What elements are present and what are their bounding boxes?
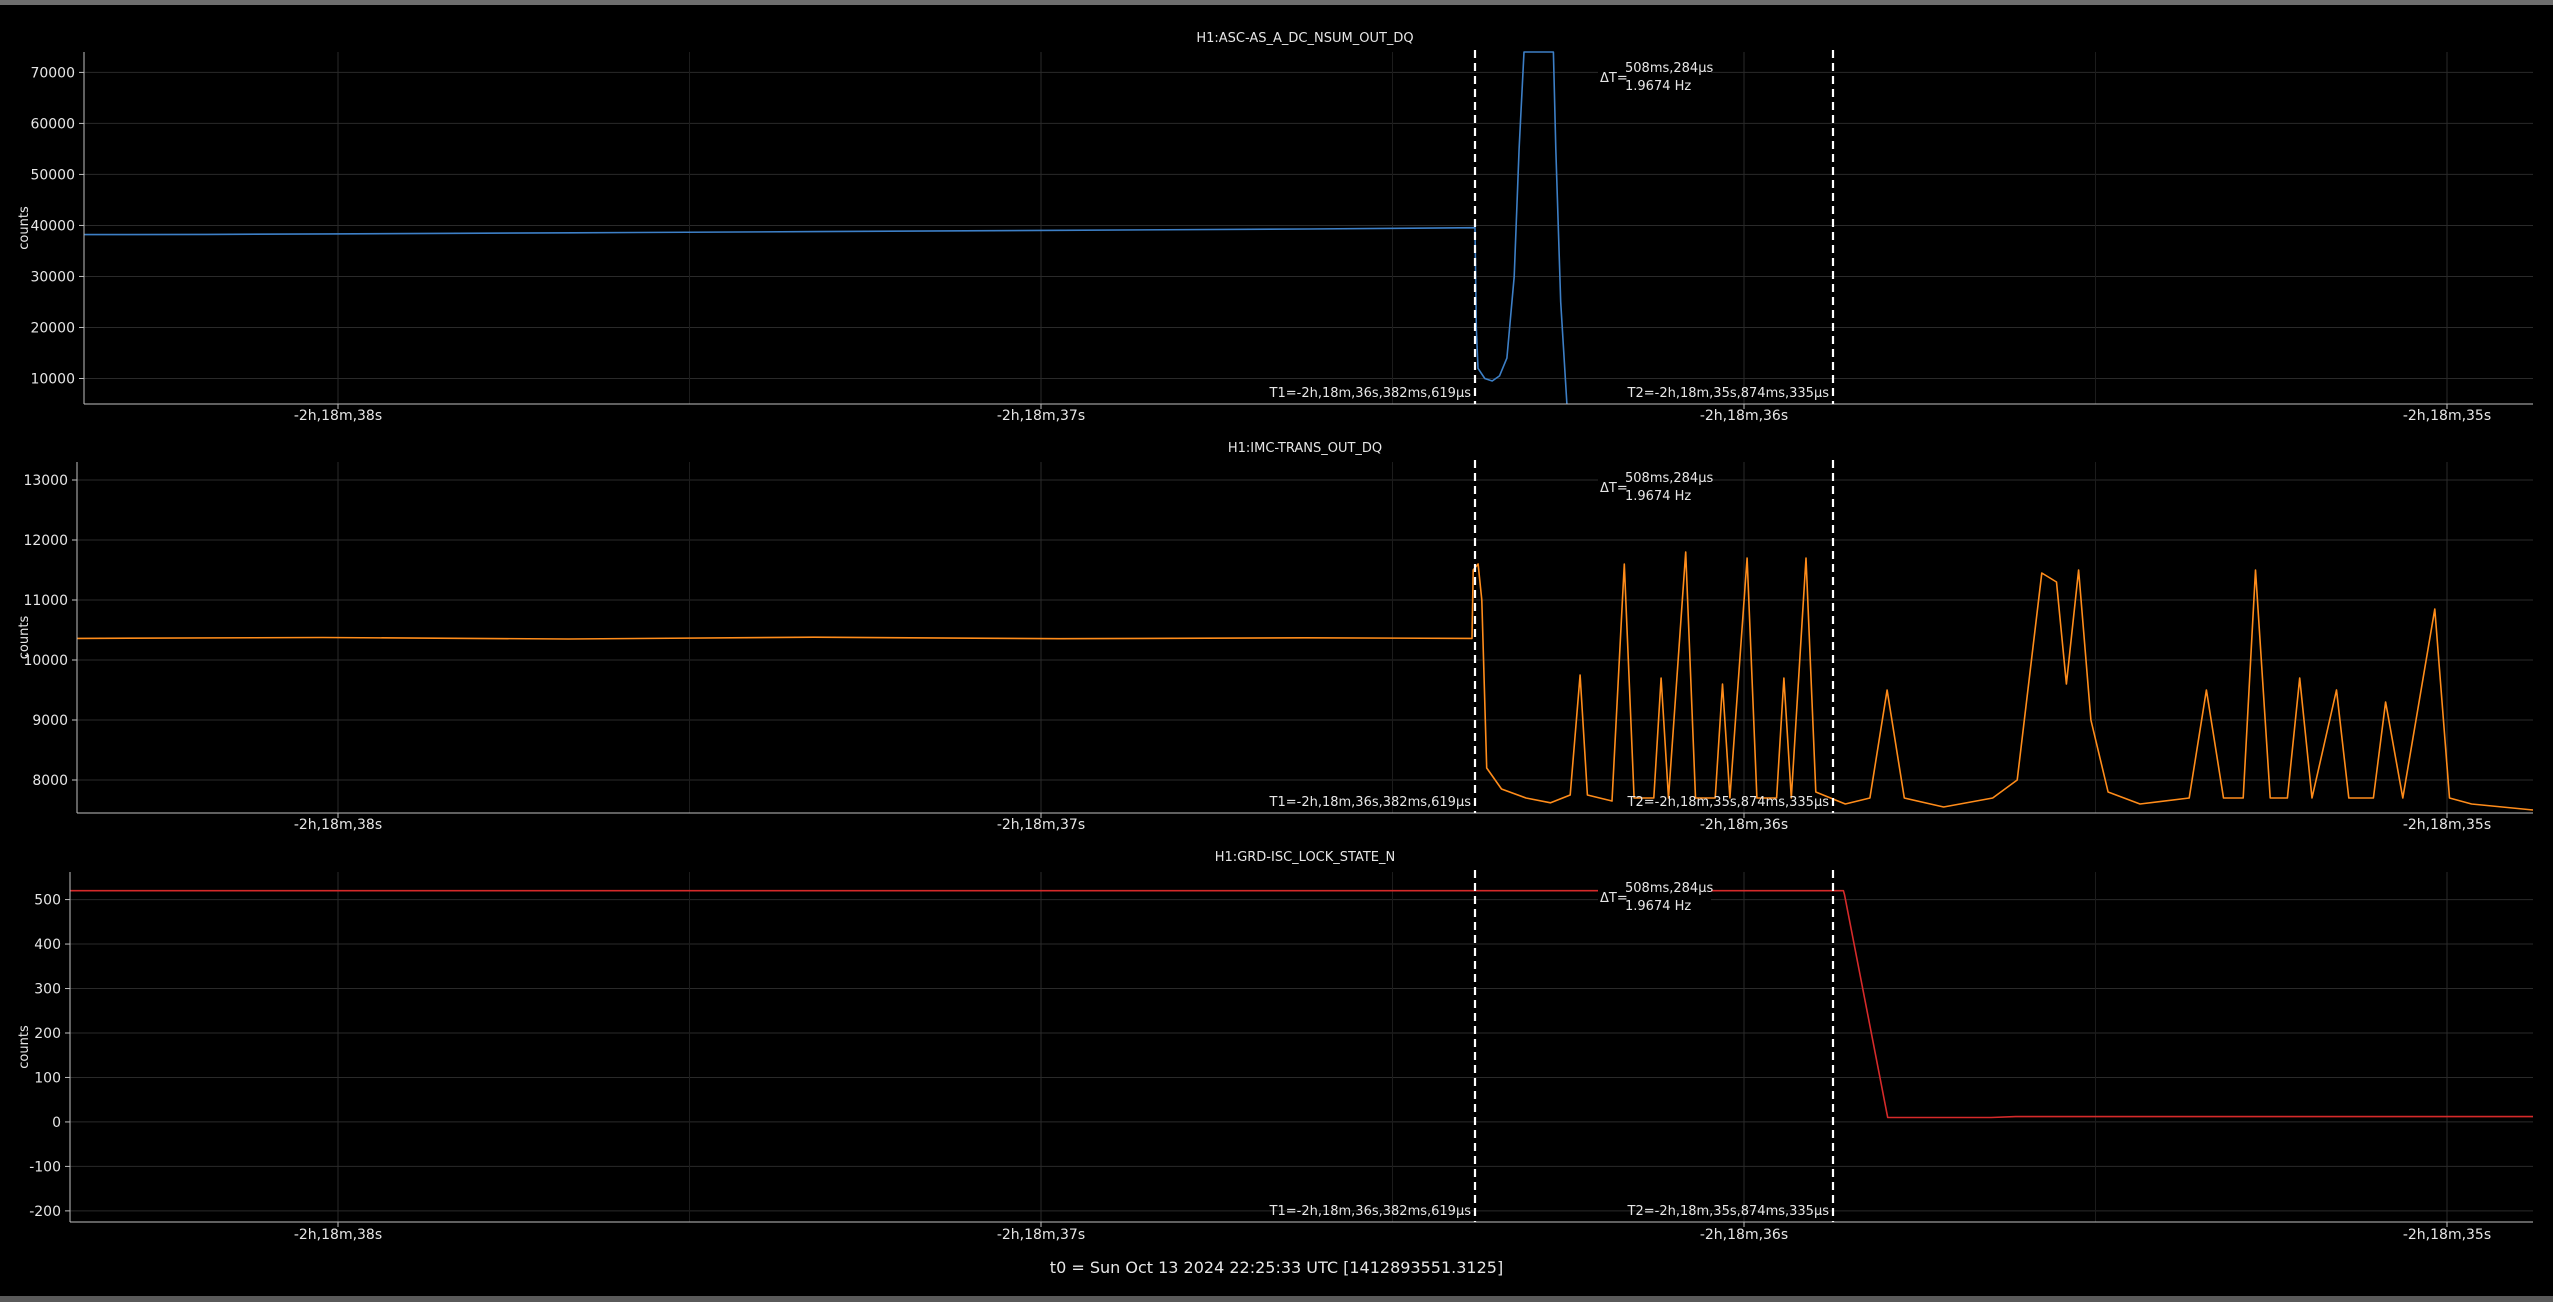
panel-1-y-tick-label: 50000 <box>30 167 75 183</box>
panel-3-x-tick-label: -2h,18m,35s <box>2403 1227 2491 1243</box>
panel-2-delta-freq: 1.9674 Hz <box>1625 489 1691 504</box>
panel-3-delta-prefix: ΔT= <box>1600 891 1628 906</box>
panel-2-y-tick-label: 9000 <box>32 713 68 729</box>
panel-3-y-tick-label: 100 <box>34 1070 61 1086</box>
panel-1-series-line <box>83 51 1568 405</box>
panel-3-y-tick-label: 500 <box>34 893 61 909</box>
panel-3-x-tick-label: -2h,18m,37s <box>997 1227 1085 1243</box>
panel-1-y-label: counts <box>17 206 32 250</box>
panel-3-delta-freq: 1.9674 Hz <box>1625 899 1691 914</box>
panel-2-delta-time: 508ms,284μs <box>1625 471 1713 486</box>
panel-2-y-tick-label: 8000 <box>32 773 68 789</box>
panel-1-x-tick-label: -2h,18m,35s <box>2403 408 2491 424</box>
panel-2-title: H1:IMC-TRANS_OUT_DQ <box>1228 441 1382 456</box>
panel-3-delta-bg <box>1598 877 1711 913</box>
panel-1-y-tick-label: 30000 <box>30 269 75 285</box>
panel-3-y-tick-label: 0 <box>52 1115 61 1131</box>
panel-2-x-tick-label: -2h,18m,38s <box>294 817 382 833</box>
window-bottom-bar <box>0 1296 2553 1302</box>
panel-2-delta-bg <box>1598 467 1711 503</box>
panel-3-x-tick-label: -2h,18m,38s <box>294 1227 382 1243</box>
panel-3-clip-mask <box>70 832 2533 871</box>
panel-2-y-tick-label: 10000 <box>23 653 68 669</box>
panel-2-y-tick-label: 11000 <box>23 593 68 609</box>
panel-3-series-line <box>70 889 2533 1119</box>
panel-1-y-tick-label: 60000 <box>30 116 75 132</box>
panel-2-t2-label: T2=-2h,18m,35s,874ms,335μs <box>1627 795 1830 810</box>
panel-1-clip-mask <box>84 12 2533 51</box>
panel-2-y-label: counts <box>17 616 32 660</box>
panel-1-title: H1:ASC-AS_A_DC_NSUM_OUT_DQ <box>1196 31 1413 46</box>
panel-1-y-tick-label: 70000 <box>30 65 75 81</box>
panel-1-t2-label: T2=-2h,18m,35s,874ms,335μs <box>1627 386 1830 401</box>
panel-3-t2-label: T2=-2h,18m,35s,874ms,335μs <box>1627 1204 1830 1219</box>
panel-1-t1-label: T1=-2h,18m,36s,382ms,619μs <box>1269 386 1472 401</box>
panel-2-x-tick-label: -2h,18m,36s <box>1700 817 1788 833</box>
panel-3-y-label: counts <box>17 1025 32 1069</box>
panel-3-x-tick-label: -2h,18m,36s <box>1700 1227 1788 1243</box>
panel-3-y-tick-label: -100 <box>29 1159 61 1175</box>
panel-3-y-tick-label: -200 <box>29 1204 61 1220</box>
panel-2-x-tick-label: -2h,18m,35s <box>2403 817 2491 833</box>
panel-1-y-tick-label: 40000 <box>30 218 75 234</box>
panel-3-t1-label: T1=-2h,18m,36s,382ms,619μs <box>1269 1204 1472 1219</box>
panel-1-delta-bg <box>1598 57 1711 93</box>
panel-2-y-tick-label: 12000 <box>23 533 68 549</box>
panel-2-t1-label: T1=-2h,18m,36s,382ms,619μs <box>1269 795 1472 810</box>
panel-2-series-line <box>76 551 2534 811</box>
panel-2-x-tick-label: -2h,18m,37s <box>997 817 1085 833</box>
panel-1-y-tick-label: 20000 <box>30 320 75 336</box>
panel-3-title: H1:GRD-ISC_LOCK_STATE_N <box>1215 850 1395 865</box>
t0-footer: t0 = Sun Oct 13 2024 22:25:33 UTC [14128… <box>1049 1258 1504 1277</box>
panel-3-y-tick-label: 300 <box>34 982 61 998</box>
panel-3-delta-time: 508ms,284μs <box>1625 881 1713 896</box>
panel-2-delta-prefix: ΔT= <box>1600 481 1628 496</box>
panel-1-delta-freq: 1.9674 Hz <box>1625 79 1691 94</box>
panel-1-x-tick-label: -2h,18m,36s <box>1700 408 1788 424</box>
panel-1-x-tick-label: -2h,18m,37s <box>997 408 1085 424</box>
panel-1-y-tick-label: 10000 <box>30 371 75 387</box>
panel-3-y-tick-label: 200 <box>34 1026 61 1042</box>
window-top-bar <box>0 0 2553 5</box>
panel-2-clip-mask <box>77 422 2533 461</box>
panel-1-x-tick-label: -2h,18m,38s <box>294 408 382 424</box>
panel-3-y-tick-label: 400 <box>34 937 61 953</box>
panel-1-delta-prefix: ΔT= <box>1600 71 1628 86</box>
panel-2-y-tick-label: 13000 <box>23 473 68 489</box>
panel-1-delta-time: 508ms,284μs <box>1625 61 1713 76</box>
